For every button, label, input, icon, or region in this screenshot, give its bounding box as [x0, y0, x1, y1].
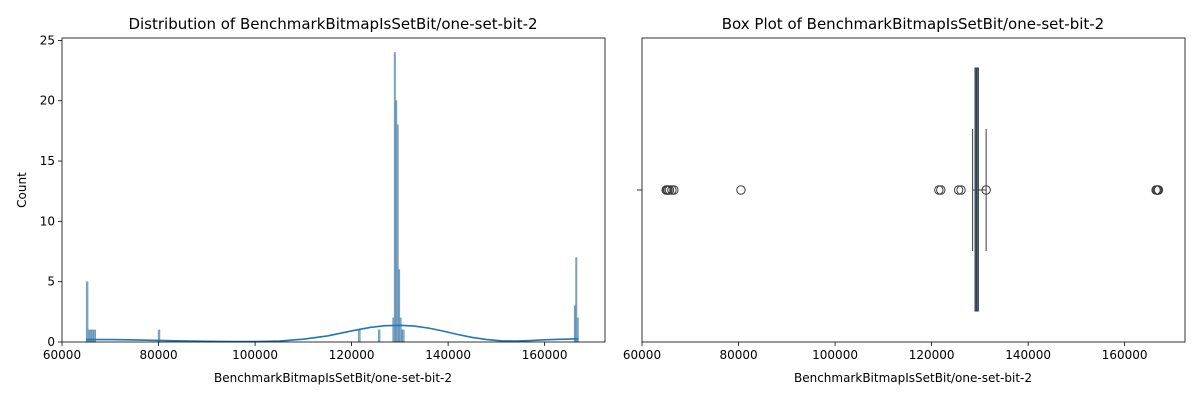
- boxplot-frame: [641, 37, 1186, 343]
- histogram-bar: [401, 329, 403, 343]
- x-tick-label: 140000: [425, 348, 471, 362]
- x-tick-label: 80000: [719, 348, 757, 362]
- outlier-point: [669, 185, 679, 195]
- x-tick-label: 160000: [1102, 348, 1148, 362]
- y-tick-label: 5: [47, 275, 55, 289]
- outlier-point: [1153, 185, 1164, 195]
- outlier-point: [736, 185, 746, 195]
- boxplot-panel: Box Plot of BenchmarkBitmapIsSetBit/one-…: [623, 15, 1186, 385]
- histogram-bars: [85, 52, 579, 343]
- histogram-bar: [392, 317, 395, 343]
- histogram-frame: [61, 37, 606, 343]
- x-tick-label: 160000: [522, 348, 568, 362]
- histogram-bar: [393, 52, 396, 343]
- kde-curve: [86, 324, 579, 343]
- boxplot-x-axis-label: BenchmarkBitmapIsSetBit/one-set-bit-2: [794, 371, 1032, 385]
- histogram-bar: [358, 329, 361, 343]
- histogram-bar: [402, 329, 405, 343]
- outlier-point: [956, 185, 966, 195]
- histogram-bar: [399, 317, 402, 343]
- histogram-bar: [395, 100, 398, 343]
- histogram-bar: [85, 281, 89, 343]
- histogram-bar: [575, 257, 578, 343]
- outlier-point: [664, 185, 675, 195]
- outlier-point: [953, 185, 964, 195]
- boxplot-elements: [661, 67, 1164, 312]
- y-tick-label: 10: [40, 214, 55, 228]
- y-tick-label: 20: [40, 94, 55, 108]
- x-tick-label: 120000: [329, 348, 375, 362]
- x-tick-label: 100000: [812, 348, 858, 362]
- y-tick-label: 15: [40, 154, 55, 168]
- x-tick-label: 60000: [623, 348, 661, 362]
- outlier-point: [981, 185, 991, 195]
- histogram-y-axis-label: Count: [15, 172, 29, 208]
- x-tick-label: 60000: [43, 348, 81, 362]
- outlier-point: [936, 185, 946, 195]
- y-tick-label: 25: [40, 33, 55, 47]
- x-tick-label: 140000: [1005, 348, 1051, 362]
- histogram-bar: [573, 305, 576, 343]
- histogram-x-axis-label: BenchmarkBitmapIsSetBit/one-set-bit-2: [214, 371, 452, 385]
- histogram-panel: Distribution of BenchmarkBitmapIsSetBit/…: [15, 15, 606, 385]
- x-tick-label: 100000: [232, 348, 278, 362]
- outlier-point: [934, 185, 944, 195]
- histogram-bar: [377, 329, 381, 343]
- boxplot-x-ticks: 60000 80000 100000 120000 140000 160000: [623, 342, 1148, 362]
- histogram-bar: [398, 269, 401, 343]
- histogram-y-ticks: 0 5 10 15 20 25: [40, 33, 62, 349]
- histogram-bar: [396, 124, 399, 343]
- histogram-title: Distribution of BenchmarkBitmapIsSetBit/…: [128, 15, 537, 33]
- boxplot-title: Box Plot of BenchmarkBitmapIsSetBit/one-…: [722, 15, 1104, 33]
- histogram-x-ticks: 60000 80000 100000 120000 140000 160000: [43, 342, 568, 362]
- x-tick-label: 80000: [139, 348, 177, 362]
- y-tick-label: 0: [47, 335, 55, 349]
- x-tick-label: 120000: [909, 348, 955, 362]
